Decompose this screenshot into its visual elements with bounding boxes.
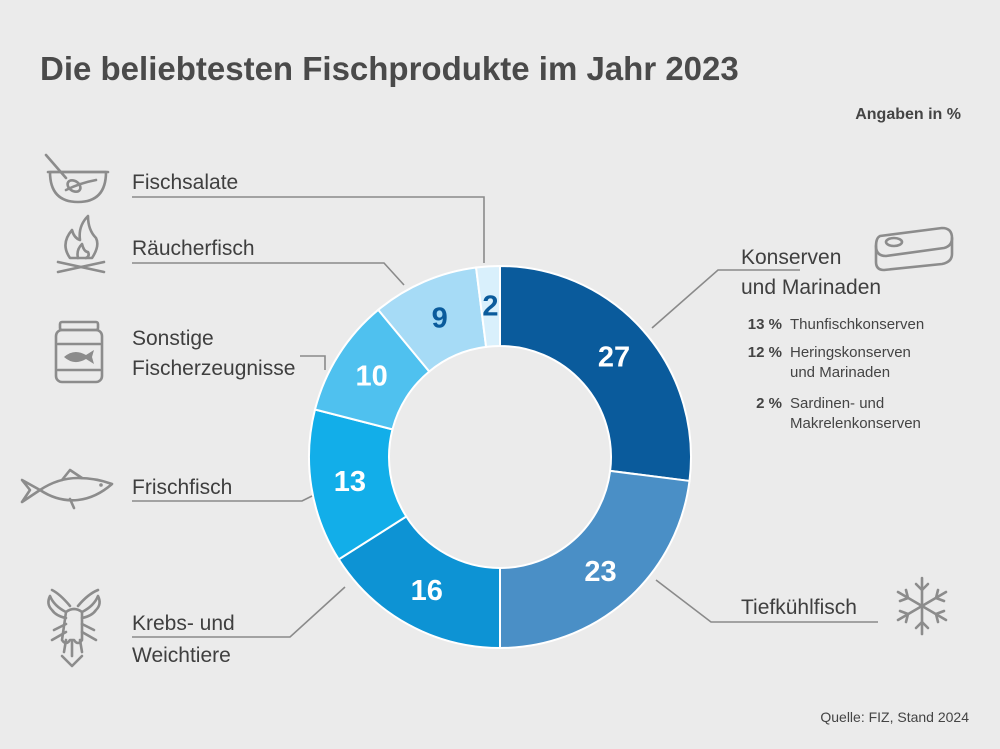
chart-title: Die beliebtesten Fischprodukte im Jahr 2… [40, 50, 739, 87]
label-sonstige-line2: Fischerzeugnisse [132, 357, 295, 380]
tin-can-icon [874, 226, 954, 272]
leader-sonstige [300, 355, 326, 370]
campfire-icon [56, 214, 106, 274]
label-krebs-line2: Weichtiere [132, 644, 231, 667]
breakdown-label: und Marinaden [790, 364, 890, 381]
breakdown-pct: 2 % [756, 395, 782, 412]
label-konserven-line2: und Marinaden [741, 276, 881, 299]
breakdown-label: Thunfischkonserven [790, 316, 924, 333]
value-label-krebs-weichtiere: 16 [411, 575, 443, 607]
leader-konserven [651, 269, 800, 329]
donut [308, 264, 692, 650]
fish-jar-icon [54, 320, 104, 384]
leader-frischfisch [132, 495, 313, 502]
breakdown-pct: 12 % [748, 344, 782, 361]
leader-fischsalate [132, 196, 485, 263]
label-fischsalate: Fischsalate [132, 171, 238, 194]
leader-tiefkuehlfisch [655, 579, 878, 623]
label-sonstige-line1: Sonstige [132, 327, 214, 350]
breakdown-label: Heringskonserven [790, 344, 911, 361]
slice-fischsalate [474, 264, 501, 348]
value-labels: 27 23 16 13 10 9 2 [334, 290, 630, 607]
value-label-sonstige: 10 [356, 361, 388, 393]
label-frischfisch: Frischfisch [132, 476, 232, 499]
label-raeucherfisch: Räucherfisch [132, 237, 255, 260]
leader-krebs [132, 586, 346, 638]
breakdown-label: Sardinen- und [790, 395, 884, 412]
crayfish-icon [47, 588, 101, 668]
salad-bowl-icon [44, 153, 110, 204]
unit-note: Angaben in % [855, 106, 961, 123]
value-label-konserven: 27 [598, 341, 630, 373]
value-label-frischfisch: 13 [334, 466, 366, 498]
value-label-fischsalate: 2 [482, 290, 498, 322]
fish-icon [20, 468, 114, 510]
slice-konserven [499, 264, 692, 483]
value-label-tiefkuehlfisch: 23 [584, 556, 616, 588]
konserven-breakdown: 13 % Thunfischkonserven 12 % Heringskons… [748, 316, 924, 432]
breakdown-label: Makrelenkonserven [790, 415, 921, 432]
value-label-raeucherfisch: 9 [432, 303, 448, 335]
label-krebs-line1: Krebs- und [132, 612, 235, 635]
source-note: Quelle: FIZ, Stand 2024 [820, 709, 969, 725]
breakdown-pct: 13 % [748, 316, 782, 333]
leader-raeucherfisch [132, 262, 405, 286]
label-tiefkuehlfisch: Tiefkühlfisch [741, 596, 857, 619]
snowflake-icon [896, 576, 948, 636]
slice-tiefkuehlfisch [499, 469, 691, 650]
label-konserven-line1: Konserven [741, 246, 841, 269]
